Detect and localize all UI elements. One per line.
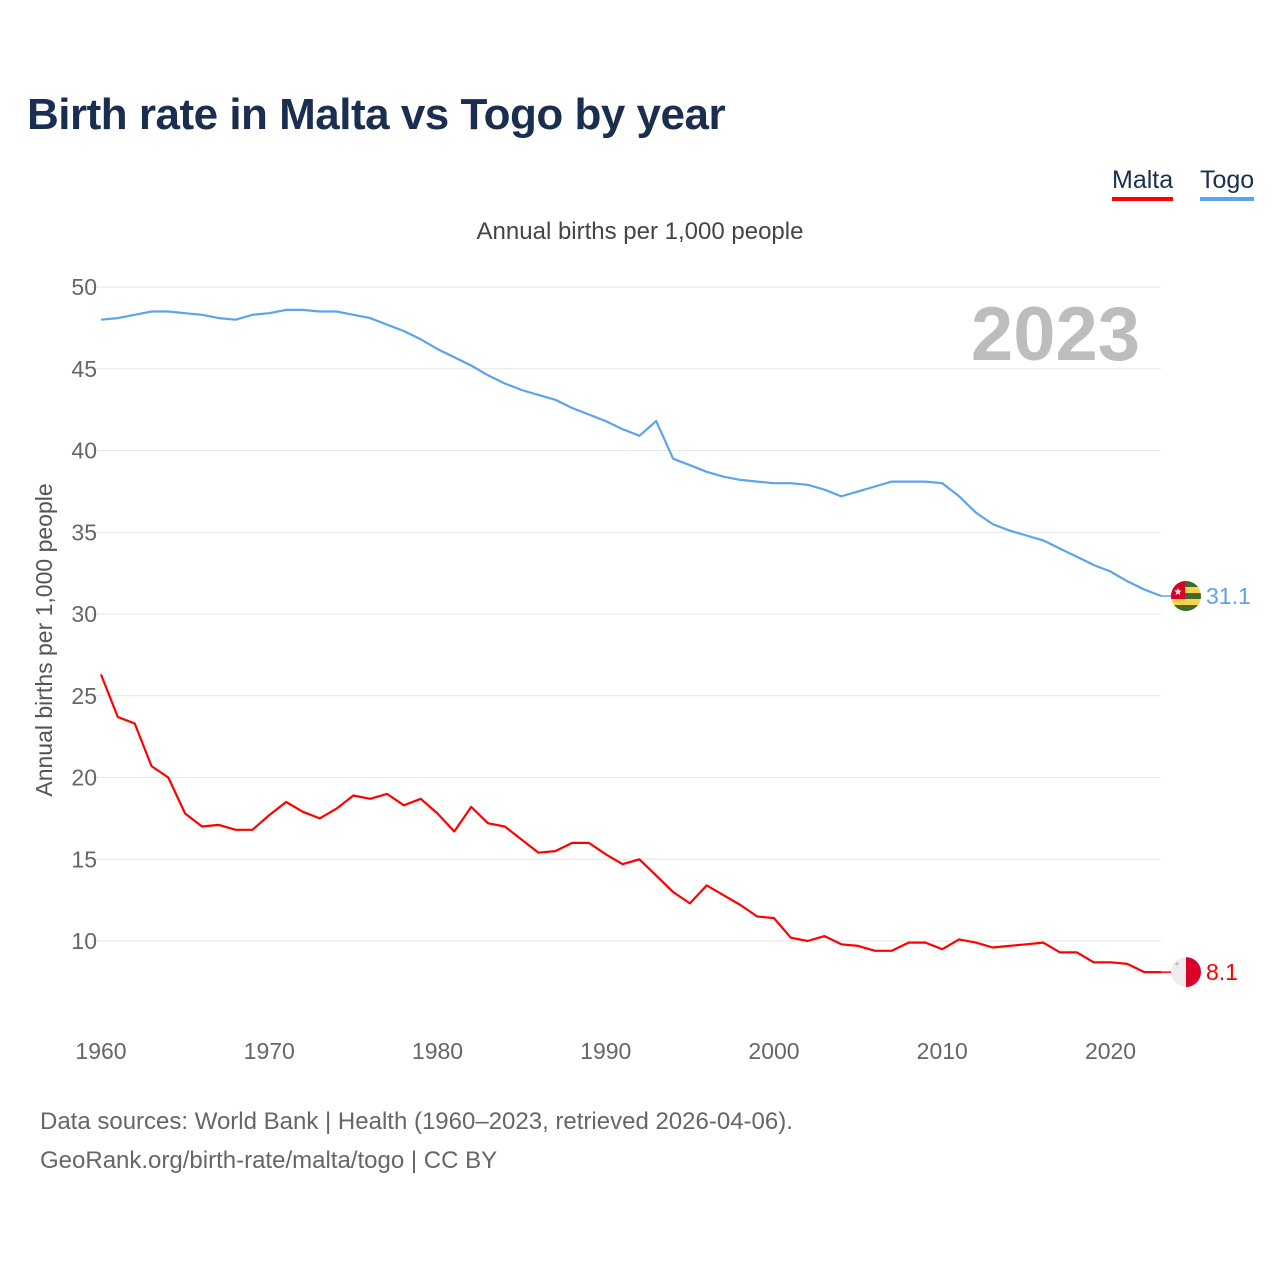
y-tick-label: 20	[71, 765, 97, 791]
chart-subtitle: Annual births per 1,000 people	[476, 218, 804, 245]
flag-white	[1171, 957, 1186, 988]
flag-cross: +	[1174, 959, 1179, 969]
footer-link[interactable]: GeoRank.org/birth-rate/malta/togo | CC B…	[40, 1147, 498, 1174]
togo-flag-icon: ★	[1171, 581, 1201, 612]
y-tick-label: 45	[71, 356, 97, 382]
legend-item-togo[interactable]: Togo	[1200, 166, 1255, 201]
end-value-label: 8.1	[1206, 959, 1238, 985]
flag-stripe	[1171, 599, 1201, 606]
y-tick-label: 35	[71, 519, 97, 545]
x-tick-label: 2000	[748, 1038, 799, 1064]
y-axis-label: Annual births per 1,000 people	[31, 483, 57, 796]
series-line-togo	[100, 308, 1162, 598]
end-value-label: 31.1	[1206, 583, 1251, 609]
y-tick-label: 40	[71, 438, 97, 464]
y-tick-label: 50	[71, 274, 97, 300]
y-tick-label: 15	[71, 846, 97, 872]
malta-flag-icon: +	[1171, 957, 1201, 988]
x-tick-label: 1960	[75, 1038, 126, 1064]
flag-stripe	[1171, 605, 1201, 612]
x-tick-label: 2010	[917, 1038, 968, 1064]
flag-red	[1186, 957, 1201, 988]
flag-stripe	[1171, 581, 1201, 588]
x-tick-label: 1990	[580, 1038, 631, 1064]
x-tick-label: 1970	[244, 1038, 295, 1064]
year-label: 2023	[971, 292, 1140, 377]
flag-stripe	[1171, 593, 1201, 600]
series-line-malta	[99, 674, 1161, 974]
footer-sources: Data sources: World Bank | Health (1960–…	[40, 1108, 793, 1135]
legend-item-malta[interactable]: Malta	[1112, 166, 1174, 201]
flag: ★	[1171, 581, 1201, 612]
flag-stripe	[1171, 587, 1201, 594]
y-tick-label: 25	[71, 683, 97, 709]
chart-title: Birth rate in Malta vs Togo by year	[27, 90, 726, 139]
y-tick-label: 10	[71, 928, 97, 954]
y-tick-label: 30	[71, 601, 97, 627]
x-tick-label: 1980	[412, 1038, 463, 1064]
x-tick-label: 2020	[1085, 1038, 1136, 1064]
flag-star: ★	[1174, 587, 1183, 598]
flag: +	[1171, 957, 1201, 988]
